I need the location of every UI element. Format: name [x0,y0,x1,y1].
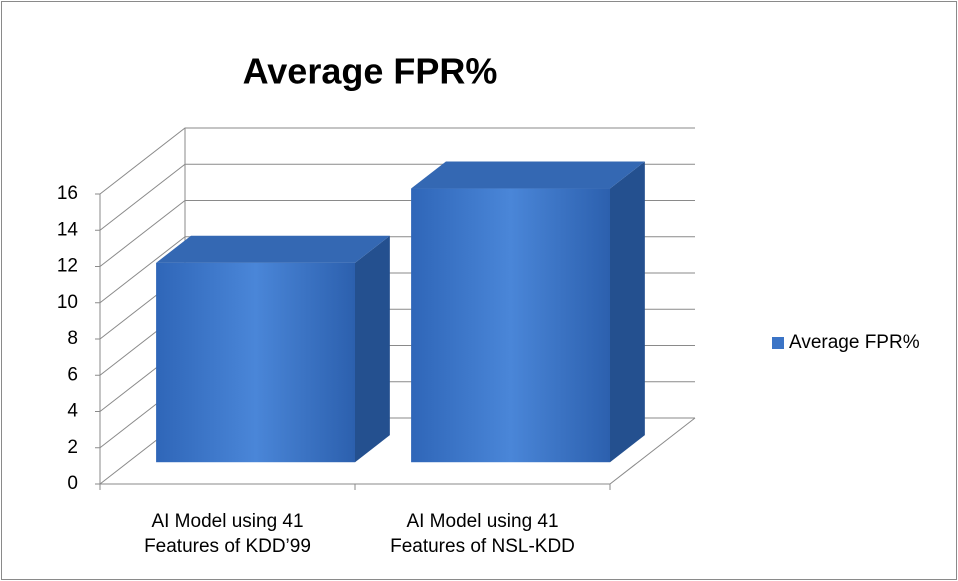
bar-side [610,161,645,463]
y-tick-label: 6 [67,364,78,385]
y-tick-label: 4 [67,401,78,422]
y-tick-label: 10 [57,292,78,313]
chart-title: Average FPR% [243,51,498,92]
grid-line [99,127,695,195]
x-tick-label: AI Model using 41 Features of KDD’99 [144,511,311,557]
bar-front [411,188,610,463]
legend-label: Average FPR% [789,332,920,353]
bar [156,235,390,463]
bar-front [156,262,355,463]
y-tick-label: 8 [67,328,78,349]
bar [411,161,645,463]
bar-top [156,235,390,263]
bar-side [355,235,390,463]
x-tick-label: AI Model using 41 Features of NSL-KDD [390,511,575,557]
y-tick-label: 2 [67,437,78,458]
y-tick-label: 0 [67,473,78,494]
legend-swatch [772,337,784,349]
y-tick-label: 16 [57,183,78,204]
y-tick-label: 14 [57,219,79,240]
bar-top [411,161,645,189]
y-tick-label: 12 [57,256,78,277]
